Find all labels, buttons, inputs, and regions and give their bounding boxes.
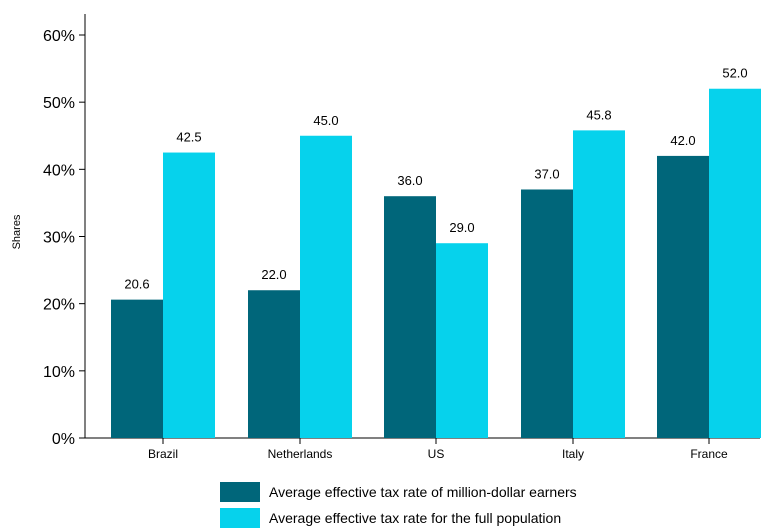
data-label: 42.0 xyxy=(670,133,695,148)
y-tick-label: 10% xyxy=(43,364,75,381)
bar-million-dollar-earners xyxy=(384,196,436,438)
legend: Average effective tax rate of million-do… xyxy=(220,482,577,528)
bar-full-population xyxy=(436,243,488,438)
x-tick-label: Italy xyxy=(562,447,584,461)
bars xyxy=(111,88,761,439)
x-tick-label: France xyxy=(690,447,728,461)
y-tick-label: 40% xyxy=(43,162,75,179)
y-tick-label: 30% xyxy=(43,230,75,247)
legend-label: Average effective tax rate of million-do… xyxy=(269,484,577,500)
data-labels: 20.6 42.5 22.0 45.0 36.0 29.0 37.0 45.8 42.0 52.0 xyxy=(124,66,747,292)
y-tick-label: 20% xyxy=(43,297,75,314)
x-axis: Brazil Netherlands US Italy France xyxy=(85,437,760,461)
data-label: 36.0 xyxy=(397,173,422,188)
x-tick-label: Netherlands xyxy=(268,447,333,461)
legend-swatch xyxy=(220,482,260,502)
data-label: 45.0 xyxy=(313,113,338,128)
x-tick-label: US xyxy=(428,447,445,461)
legend-swatch xyxy=(220,508,260,528)
legend-label: Average effective tax rate for the full … xyxy=(269,510,561,526)
bar-full-population xyxy=(709,88,761,438)
bar-million-dollar-earners xyxy=(248,290,300,438)
y-axis: 0% 10% 20% 30% 40% 50% 60% xyxy=(43,14,86,448)
data-label: 37.0 xyxy=(534,166,559,181)
y-axis-title: Shares xyxy=(11,214,23,249)
data-label: 29.0 xyxy=(449,220,474,235)
data-label: 20.6 xyxy=(124,277,149,292)
bar-million-dollar-earners xyxy=(111,299,163,438)
bar-million-dollar-earners xyxy=(657,155,709,438)
bar-full-population xyxy=(573,130,625,439)
data-label: 45.8 xyxy=(586,107,611,122)
data-label: 42.5 xyxy=(176,130,201,145)
bar-full-population xyxy=(300,135,352,438)
bar-full-population xyxy=(163,152,215,438)
y-tick-label: 60% xyxy=(43,28,75,45)
y-tick-label: 0% xyxy=(52,431,75,448)
data-label: 22.0 xyxy=(261,267,286,282)
y-tick-label: 50% xyxy=(43,95,75,112)
data-label: 52.0 xyxy=(722,66,747,81)
x-tick-label: Brazil xyxy=(148,447,178,461)
bar-million-dollar-earners xyxy=(521,189,573,438)
